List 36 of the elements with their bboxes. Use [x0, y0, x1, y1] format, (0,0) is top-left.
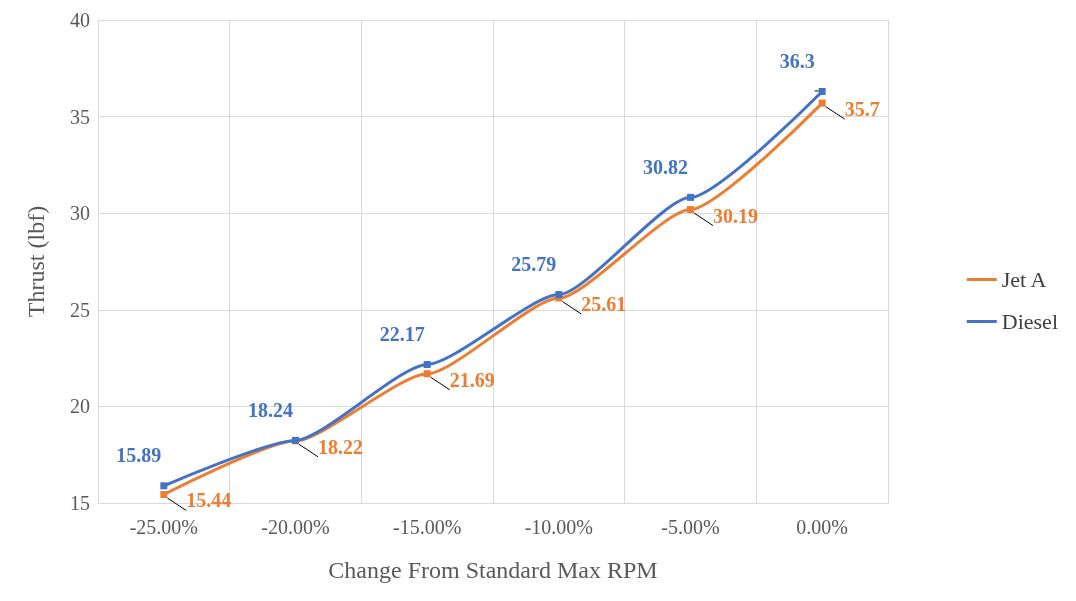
data-label: 15.44 — [186, 489, 232, 512]
x-tick-label: -20.00% — [261, 516, 330, 538]
y-tick-label: 35 — [70, 105, 90, 128]
x-tick-label: -5.00% — [661, 516, 720, 538]
data-label: 25.61 — [581, 293, 627, 316]
x-tick-label: 0.00% — [796, 516, 848, 538]
data-label: 18.24 — [248, 398, 293, 421]
y-tick-label: 25 — [70, 298, 90, 321]
point — [160, 482, 168, 490]
point — [687, 206, 694, 214]
point — [687, 193, 694, 201]
x-axis-title: Change From Standard Max RPM — [328, 557, 658, 583]
x-tick-label: -15.00% — [393, 516, 462, 538]
data-label: 21.69 — [449, 368, 495, 391]
data-label: 22.17 — [379, 322, 425, 345]
x-tick-label: -10.00% — [524, 516, 593, 538]
point — [423, 360, 431, 368]
data-label: 15.89 — [116, 444, 162, 467]
data-label: 18.22 — [318, 435, 363, 458]
point — [160, 491, 168, 498]
x-tick-label: -25.00% — [129, 516, 198, 538]
data-label: 30.82 — [643, 155, 688, 178]
data-label: 30.19 — [713, 204, 758, 227]
point — [818, 99, 826, 107]
data-label: 36.3 — [779, 49, 815, 72]
data-label: 35.7 — [844, 98, 880, 121]
point — [818, 87, 826, 95]
legend-label: Diesel — [1001, 309, 1058, 334]
legend-label: Jet A — [1001, 267, 1047, 292]
y-tick-label: 15 — [70, 492, 90, 514]
data-label: 25.79 — [511, 253, 557, 276]
y-tick-label: 20 — [70, 395, 90, 418]
y-axis-title: Thrust (lbf) — [23, 205, 49, 318]
y-tick-label: 40 — [70, 9, 90, 31]
point — [423, 370, 431, 378]
y-tick-label: 30 — [70, 202, 90, 225]
